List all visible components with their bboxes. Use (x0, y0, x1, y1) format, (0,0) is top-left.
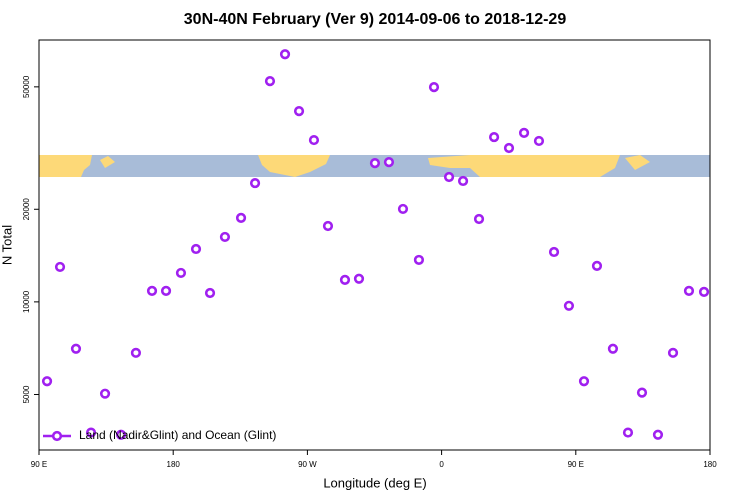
y-tick-label: 10000 (22, 290, 31, 313)
x-axis-label: Longitude (deg E) (323, 475, 426, 490)
point (622, 427, 634, 438)
point (70, 343, 82, 354)
point (85, 427, 97, 438)
point (607, 343, 619, 354)
point (219, 231, 231, 243)
point (190, 243, 202, 255)
point (249, 177, 261, 189)
point (428, 82, 440, 93)
point (473, 213, 485, 225)
point (397, 203, 409, 215)
point (115, 429, 127, 440)
chart-title: 30N-40N February (Ver 9) 2014-09-06 to 2… (184, 11, 567, 28)
plot-frame (38, 39, 711, 451)
y-tick-label: 5000 (22, 385, 31, 403)
point (54, 261, 66, 273)
x-tick-label: 0 (439, 460, 444, 469)
point (413, 254, 425, 266)
x-tick-label: 90 E (31, 460, 47, 469)
x-tick-label: 180 (167, 460, 181, 469)
x-tick-label: 90 W (298, 460, 317, 469)
point (279, 49, 291, 60)
point (204, 287, 216, 299)
point (488, 131, 500, 143)
point (548, 246, 560, 258)
point (383, 156, 395, 168)
point (130, 347, 142, 358)
point (235, 212, 247, 223)
point (160, 285, 172, 296)
y-tick-label: 50000 (22, 75, 31, 98)
point (41, 376, 53, 387)
point (353, 273, 365, 284)
point (503, 142, 515, 154)
point (667, 347, 679, 358)
point (339, 274, 351, 285)
point (293, 106, 305, 117)
y-tick-label: 20000 (22, 198, 31, 221)
point (264, 76, 276, 87)
point (533, 135, 545, 147)
point (175, 267, 187, 279)
point (308, 134, 320, 146)
point (369, 158, 381, 169)
point (322, 220, 334, 232)
x-tick-label: 90 E (568, 460, 584, 469)
legend-label: Land (Nadir&Glint) and Ocean (Glint) (79, 428, 276, 442)
point (563, 300, 575, 311)
point (698, 286, 710, 297)
point (457, 175, 469, 187)
y-axis-label: N Total (0, 225, 14, 265)
point (99, 388, 111, 399)
point (636, 387, 648, 398)
point (518, 127, 530, 138)
legend-marker (51, 430, 63, 442)
point (146, 285, 158, 296)
point (591, 260, 603, 272)
point (578, 376, 590, 387)
point (683, 285, 695, 296)
point (443, 171, 455, 183)
point (652, 429, 664, 440)
x-tick-label: 180 (703, 460, 717, 469)
